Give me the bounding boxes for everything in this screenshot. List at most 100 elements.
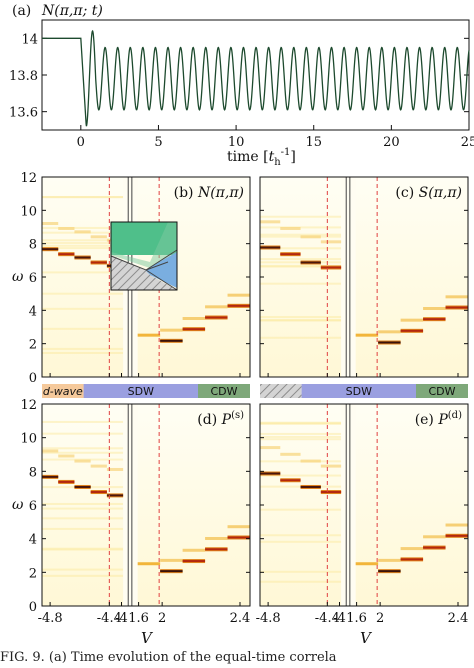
panel-d-band [42, 569, 123, 571]
panel-b-right-band [138, 334, 160, 337]
panel-e-band [260, 571, 341, 573]
panel-b-peak-right-upper [228, 294, 250, 297]
panel-a-ytick-label: 14 [21, 32, 38, 47]
panel-c-peak-left-core [260, 247, 280, 249]
panel-d-ytick-label: 8 [29, 465, 37, 480]
panel-c-title: (c) S(π,π) [395, 185, 462, 201]
panel-d-peak-left-harmonic [42, 449, 58, 452]
panel-d-peak-left-core [74, 486, 90, 488]
panel-b-ytick-label: 12 [20, 171, 37, 186]
panel-d-peak-left-harmonic [58, 455, 74, 458]
panel-d-band [42, 508, 123, 510]
panel-c-peak-left-core [301, 262, 321, 264]
panel-a-xlabel: time [th-1] [227, 147, 296, 168]
panel-b-ytick-label: 6 [29, 271, 37, 286]
panel-b-ytick-label: 10 [20, 204, 37, 219]
panel-b-ytick-label: 8 [29, 238, 37, 253]
figure: (a) N(π,π; t) 0 5 10 15 20 251413.813.6 time … [0, 0, 474, 650]
panel-c-peak-right-upper [378, 330, 400, 333]
panel-c: (c) S(π,π) [260, 177, 468, 377]
panel-c-right-band [356, 334, 378, 337]
panel-b-peak-right-upper [183, 317, 205, 320]
panel-e-peak-right-core [423, 547, 445, 549]
panel-b-peak-right-core [205, 317, 227, 319]
panel-a-xtick-label: 5 [154, 135, 162, 150]
panel-a-axes [42, 20, 469, 130]
panel-d-xtick-label: -4 [115, 611, 128, 626]
panel-d-band [42, 421, 123, 423]
panel-e-band [260, 541, 341, 543]
panel-d-peak-right-core [183, 560, 205, 562]
panel-d-peak-left-core [42, 476, 58, 478]
panel-c-peak-right-core [378, 342, 400, 344]
panel-c-peak-left-core [321, 267, 341, 269]
panel-b-ytick-label: 4 [29, 304, 37, 319]
panel-a-xtick-label: 10 [228, 135, 245, 150]
panel-d-ytick-label: 4 [29, 533, 37, 548]
panel-e-peak-right-upper [423, 535, 445, 538]
panel-d-peak-right-upper [228, 525, 250, 528]
panel-e-xtick-label: -4.8 [256, 611, 281, 626]
panel-e-peak-left-core [321, 491, 341, 493]
panel-d-right-band [138, 562, 160, 565]
panel-c-peak-right-core [446, 307, 468, 309]
phase-label: CDW [428, 385, 455, 398]
panel-d-ylabel: ω [12, 497, 24, 513]
panel-b-peak-left-harmonic [74, 230, 90, 233]
panel-d-ytick-label: 2 [29, 566, 37, 581]
panel-d-ytick-label: 6 [29, 499, 37, 514]
panel-c-peak-left-harmonic [260, 220, 280, 223]
panel-e-xlabel: V [360, 629, 373, 647]
panel-d-band [42, 433, 123, 435]
panel-d-peak-left-core [91, 491, 107, 493]
panel-b-peak-right-core [228, 305, 250, 307]
panel-b-peak-left-core [58, 253, 74, 255]
panel-e-xtick-label: 2.4 [448, 611, 469, 626]
panel-e-band [260, 534, 341, 536]
phase-segment [260, 384, 302, 398]
panel-e-xtick-label: -4 [333, 611, 346, 626]
panel-d-xlabel: V [141, 629, 154, 647]
panel-d-ytick-label: 10 [20, 432, 37, 447]
panel-b-peak-left-harmonic [91, 235, 107, 238]
panel-b-ylabel: ω [12, 269, 24, 285]
panel-b-peak-right-upper [160, 329, 182, 332]
panel-e: -4.8 -4.4-4 1.6 2 2.4(e) P(d) [256, 404, 469, 626]
panel-b-peak-left-core [74, 257, 90, 259]
panel-d-peak-left-core [58, 481, 74, 483]
panel-c-peak-left-harmonic [280, 227, 300, 230]
panel-a-xtick-label: 25 [461, 135, 474, 150]
panel-d-peak-left-harmonic [91, 465, 107, 468]
panel-d-band [42, 447, 123, 449]
panel-c-peak-left-core [280, 253, 300, 255]
panel-d-band [42, 575, 123, 577]
panel-b-title: (b) N(π,π) [174, 185, 244, 201]
panel-b-peak-left-harmonic [58, 227, 74, 230]
panel-e-peak-left-core [301, 486, 321, 488]
panel-b-peak-right-core [160, 340, 182, 342]
panel-e-peak-left-harmonic [321, 465, 341, 468]
panel-d-gap [123, 404, 138, 606]
panel-e-peak-left-core [260, 473, 280, 475]
panel-e-peak-right-core [378, 570, 400, 572]
panel-b-ytick-label: 0 [29, 371, 37, 386]
phase-label: SDW [128, 385, 154, 398]
panel-b-band [42, 308, 123, 310]
panel-d-band [42, 528, 123, 530]
panel-e-gap [341, 404, 356, 606]
panel-c-band [260, 316, 341, 318]
panel-b-band [42, 293, 123, 295]
panel-d-peak-right-upper [160, 559, 182, 562]
panel-d-peak-right-core [205, 548, 227, 550]
phase-label: SDW [346, 385, 372, 398]
panel-a: (a) N(π,π; t) 0 5 10 15 20 25 14 13.8 13.6 time … [9, 3, 474, 168]
panel-d-ytick-label: 12 [20, 398, 37, 413]
panel-e-band [260, 423, 341, 425]
panel-e-band [260, 436, 341, 438]
panel-e-peak-right-core [401, 558, 423, 560]
panel-b-peak-left-harmonic [42, 222, 58, 225]
panel-e-peak-left-core [280, 479, 300, 481]
panel-a-label: (a) [12, 3, 31, 19]
panel-c-peak-left-harmonic [301, 235, 321, 238]
panel-b-band [42, 348, 123, 350]
